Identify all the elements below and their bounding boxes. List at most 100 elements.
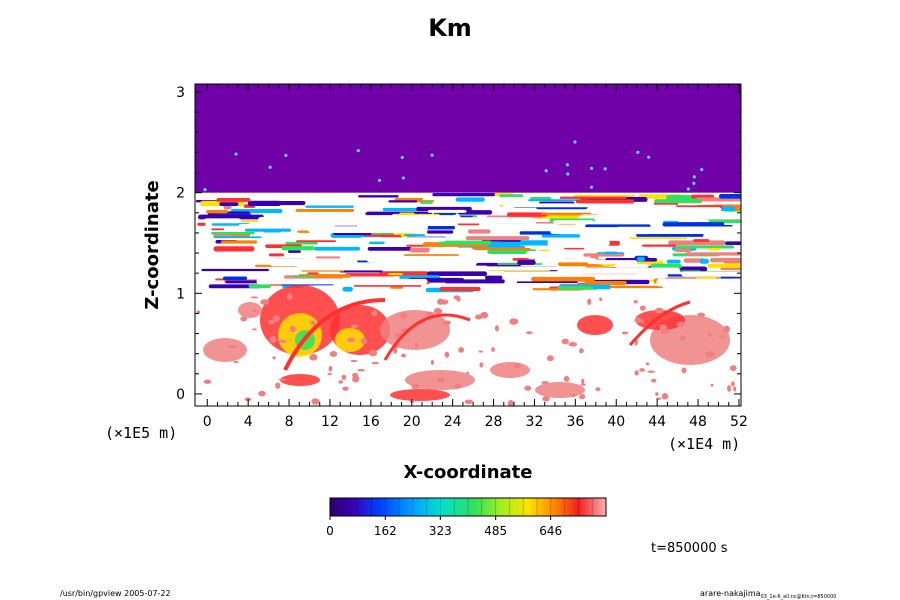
speck (377, 178, 382, 182)
gap (427, 209, 467, 213)
streak (499, 194, 524, 198)
plume-speck (250, 296, 259, 299)
streak (295, 209, 354, 212)
streak (519, 231, 560, 235)
streak (353, 285, 422, 287)
gap (550, 227, 652, 235)
streak (216, 198, 251, 202)
time-label: t=850000 s (651, 541, 728, 556)
plume-speck (310, 320, 316, 326)
colorbar-tick-label: 162 (374, 524, 397, 538)
plot-frame (194, 83, 742, 407)
plume-speck (571, 393, 576, 397)
streak (564, 247, 585, 250)
plume-speck (440, 299, 449, 305)
streak (528, 199, 589, 202)
plume-speck (227, 344, 237, 349)
streak (369, 240, 385, 245)
plume-speck (681, 367, 687, 374)
plume-speck (328, 365, 333, 372)
plume-speck (453, 384, 462, 389)
speck (566, 172, 570, 176)
y-tick-label: 3 (176, 85, 185, 101)
colorbar-labels: 0 162 323 485 646 (326, 524, 562, 538)
y-tick-label: 2 (176, 186, 185, 202)
speck (589, 166, 594, 170)
streak (219, 202, 239, 207)
plume-speck (659, 324, 668, 331)
streak (247, 200, 282, 206)
streak (201, 268, 269, 272)
plume-speck (233, 361, 239, 364)
streak (211, 228, 225, 231)
streak (668, 240, 726, 246)
streak (305, 205, 354, 208)
streak (575, 199, 635, 204)
plume-speck (581, 378, 585, 385)
speck (430, 153, 434, 157)
plume-speck (633, 300, 638, 304)
plume-speck (360, 337, 368, 344)
plume-arc (628, 300, 691, 346)
x-tick-label: 32 (526, 414, 544, 430)
streak (666, 259, 681, 264)
x-tick-label: 28 (485, 414, 503, 430)
plume-speck (655, 392, 659, 396)
upper-layer (195, 84, 741, 193)
plume-speck (710, 383, 714, 387)
speck (284, 153, 288, 157)
speck (636, 150, 640, 154)
plume-arc (383, 313, 471, 361)
streak (248, 284, 271, 289)
plume-speck (393, 347, 398, 354)
streak (636, 256, 645, 262)
streak (674, 245, 735, 249)
streak (685, 252, 741, 256)
streak (642, 244, 677, 247)
plume-speck (260, 299, 270, 305)
streak (438, 240, 492, 245)
plume-speck (401, 353, 407, 358)
streak (315, 256, 341, 259)
plume-blob (238, 302, 262, 318)
streak (223, 276, 248, 281)
y-tick-label: 1 (176, 286, 185, 302)
plume-speck (347, 337, 356, 343)
x-tick-label: 0 (203, 414, 212, 430)
plume-speck (329, 351, 338, 357)
streak (213, 246, 255, 252)
streak (583, 253, 624, 257)
gap (526, 251, 566, 259)
plume-speck (341, 374, 347, 380)
plume-speck (289, 325, 296, 333)
plume-speck (645, 362, 650, 366)
plume-speck (371, 309, 378, 317)
streak (439, 286, 481, 291)
plume-speck (338, 380, 344, 384)
streak (387, 273, 403, 276)
plume-speck (546, 355, 554, 362)
streak (197, 214, 264, 220)
plume-speck (513, 362, 521, 369)
streak (709, 257, 741, 263)
plume-blob (577, 315, 613, 335)
plume-speck (595, 387, 601, 392)
gap (547, 238, 610, 247)
streak (409, 247, 430, 253)
plume-blob (535, 382, 585, 398)
x-tick-label: 52 (730, 414, 748, 430)
colorbar-tick-label: 323 (429, 524, 452, 538)
colorbar-tick-label: 0 (326, 524, 334, 538)
plume-speck (425, 311, 435, 316)
gap (238, 223, 304, 228)
streak (314, 246, 361, 251)
plume-speck (697, 312, 706, 318)
plume-speck (272, 315, 280, 322)
plume-speck (309, 353, 318, 361)
gap (654, 207, 722, 212)
plume-speck (708, 332, 712, 337)
streak (465, 236, 530, 241)
streak (388, 200, 418, 203)
streak (281, 246, 315, 251)
streak (598, 285, 663, 289)
